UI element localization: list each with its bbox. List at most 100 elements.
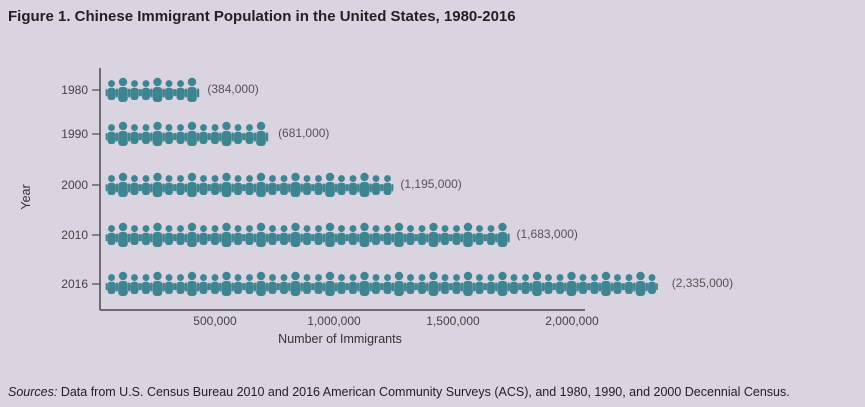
person-icon	[174, 225, 187, 246]
person-icon	[288, 222, 303, 247]
person-icon	[278, 175, 290, 196]
person-icon	[529, 271, 545, 296]
person-icon	[140, 175, 152, 196]
person-icon	[150, 271, 165, 296]
bar-2000	[105, 172, 394, 197]
person-icon	[439, 274, 451, 295]
person-icon	[554, 274, 566, 295]
person-icon	[460, 222, 476, 247]
y-tick-label-2016: 2016	[61, 277, 88, 291]
person-icon	[174, 80, 187, 101]
person-icon	[322, 271, 338, 296]
bar-2010	[105, 222, 510, 247]
person-icon	[219, 172, 234, 197]
person-icon	[197, 124, 210, 145]
person-icon	[243, 175, 256, 196]
person-icon	[404, 274, 417, 295]
person-icon	[416, 274, 428, 295]
person-icon	[243, 124, 256, 145]
value-label-2016: (2,335,000)	[672, 276, 733, 290]
person-icon	[473, 225, 486, 246]
person-icon	[163, 80, 175, 101]
person-icon	[140, 225, 152, 246]
person-icon	[381, 274, 394, 295]
person-icon	[391, 271, 407, 296]
person-icon	[495, 222, 510, 247]
person-icon	[174, 274, 187, 295]
person-icon	[150, 77, 165, 102]
person-icon	[219, 271, 234, 296]
value-label-1990: (681,000)	[278, 126, 329, 140]
value-label-2010: (1,683,000)	[517, 227, 578, 241]
person-icon	[322, 222, 338, 247]
figure-title: Figure 1. Chinese Immigrant Population i…	[8, 8, 516, 25]
x-tick-label-1000000: 1,000,000	[307, 314, 361, 328]
y-tick-label-1990: 1990	[61, 127, 88, 141]
person-icon	[485, 274, 497, 295]
person-icon	[564, 271, 579, 296]
y-tick-label-2000: 2000	[61, 178, 88, 192]
value-label-1980: (384,000)	[207, 82, 258, 96]
y-tick-label-1980: 1980	[61, 83, 88, 97]
y-axis-title: Year	[19, 184, 33, 209]
person-icon	[426, 222, 441, 247]
person-icon	[577, 274, 589, 295]
person-icon	[335, 175, 348, 196]
person-icon	[150, 172, 165, 197]
person-icon	[243, 225, 256, 246]
person-icon	[347, 225, 359, 246]
person-icon	[335, 225, 348, 246]
person-icon	[184, 121, 200, 146]
person-icon	[266, 225, 279, 246]
pictograph-bars	[105, 77, 658, 296]
person-icon	[450, 225, 463, 246]
person-icon	[322, 172, 338, 197]
person-icon	[646, 274, 658, 295]
y-tick-label-2010: 2010	[61, 228, 88, 242]
person-icon	[508, 274, 520, 295]
person-icon	[253, 121, 269, 146]
person-icon	[347, 274, 359, 295]
person-icon	[140, 124, 152, 145]
person-icon	[473, 274, 486, 295]
person-icon	[611, 274, 624, 295]
person-icon	[115, 77, 131, 102]
person-icon	[128, 124, 141, 145]
bar-1990	[105, 121, 269, 146]
source-label: Sources:	[8, 385, 58, 399]
person-icon	[115, 172, 131, 197]
person-icon	[633, 271, 648, 296]
person-icon	[219, 222, 234, 247]
person-icon	[197, 175, 210, 196]
person-icon	[288, 271, 303, 296]
person-icon	[163, 274, 175, 295]
person-icon	[232, 274, 244, 295]
person-icon	[105, 274, 118, 295]
person-icon	[105, 80, 118, 101]
person-icon	[301, 274, 313, 295]
axes	[92, 68, 585, 311]
person-icon	[140, 274, 152, 295]
person-icon	[174, 124, 187, 145]
person-icon	[105, 124, 118, 145]
person-icon	[209, 175, 221, 196]
person-icon	[370, 175, 382, 196]
bar-2016	[105, 271, 658, 296]
person-icon	[128, 225, 141, 246]
person-icon	[357, 271, 372, 296]
person-icon	[266, 274, 279, 295]
person-icon	[150, 121, 165, 146]
person-icon	[623, 274, 635, 295]
person-icon	[519, 274, 532, 295]
person-icon	[278, 225, 290, 246]
person-icon	[266, 175, 279, 196]
person-icon	[381, 175, 394, 196]
x-axis-title: Number of Immigrants	[278, 332, 402, 346]
person-icon	[184, 172, 200, 197]
person-icon	[391, 222, 407, 247]
person-icon	[232, 225, 244, 246]
person-icon	[163, 225, 175, 246]
person-icon	[128, 80, 141, 101]
person-icon	[312, 274, 325, 295]
person-icon	[243, 274, 256, 295]
